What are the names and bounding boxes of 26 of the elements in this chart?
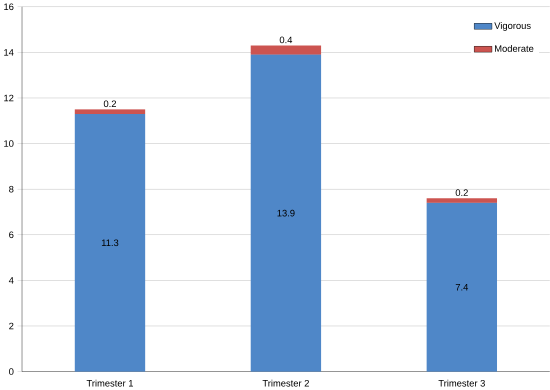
data-label: 0.2 bbox=[104, 100, 116, 108]
bar bbox=[250, 54, 322, 372]
y-tick-label: 6 bbox=[9, 231, 14, 238]
y-tick-label: 12 bbox=[4, 94, 14, 102]
bar bbox=[74, 114, 146, 372]
y-tick-label: 14 bbox=[4, 49, 14, 56]
legend-label: Moderate bbox=[495, 45, 534, 52]
y-tick-label: 10 bbox=[4, 140, 14, 147]
y-tick-label: 0 bbox=[9, 368, 14, 375]
bar bbox=[74, 109, 146, 114]
y-tick-label: 4 bbox=[8, 277, 14, 284]
bar bbox=[426, 198, 498, 203]
data-label: 7.4 bbox=[456, 284, 468, 290]
bar bbox=[426, 202, 498, 372]
y-tick-label: 8 bbox=[9, 186, 14, 192]
data-label: 11.3 bbox=[102, 239, 118, 246]
y-tick-label: 2 bbox=[9, 322, 14, 330]
y-tick-label: 16 bbox=[4, 3, 14, 10]
x-tick-label: Trimester 1 bbox=[86, 380, 134, 387]
x-tick-label: Trimester 3 bbox=[438, 380, 485, 387]
legend-label: Vigorous bbox=[494, 22, 531, 31]
data-label: 0.2 bbox=[456, 189, 468, 196]
data-label: 13.9 bbox=[278, 210, 295, 216]
data-label: 0.4 bbox=[280, 36, 292, 44]
x-tick-label: Trimester 2 bbox=[262, 380, 309, 387]
bar bbox=[250, 46, 322, 55]
